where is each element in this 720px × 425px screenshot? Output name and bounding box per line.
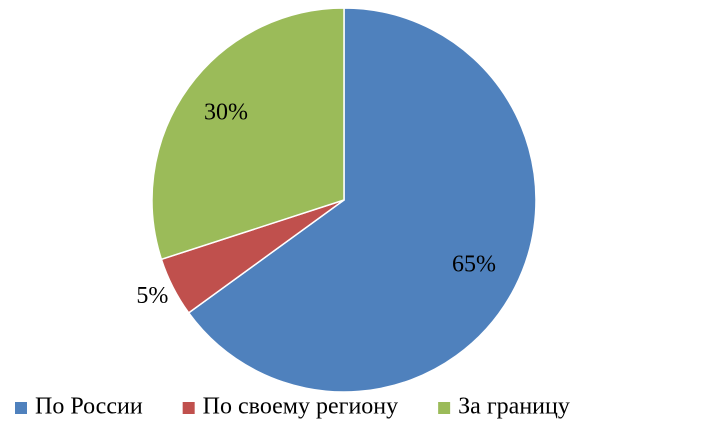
legend-label: По России — [35, 394, 143, 420]
legend-swatch — [15, 402, 27, 414]
legend-label: За границу — [458, 394, 570, 420]
pie-slice — [187, 7, 537, 393]
legend-label: По своему региону — [203, 394, 398, 420]
data-label: 30% — [204, 100, 248, 126]
pie-slice — [151, 7, 345, 261]
legend-swatch — [438, 402, 451, 414]
data-label: 65% — [452, 252, 496, 278]
data-label: 5% — [136, 283, 168, 309]
legend-swatch — [182, 402, 195, 414]
